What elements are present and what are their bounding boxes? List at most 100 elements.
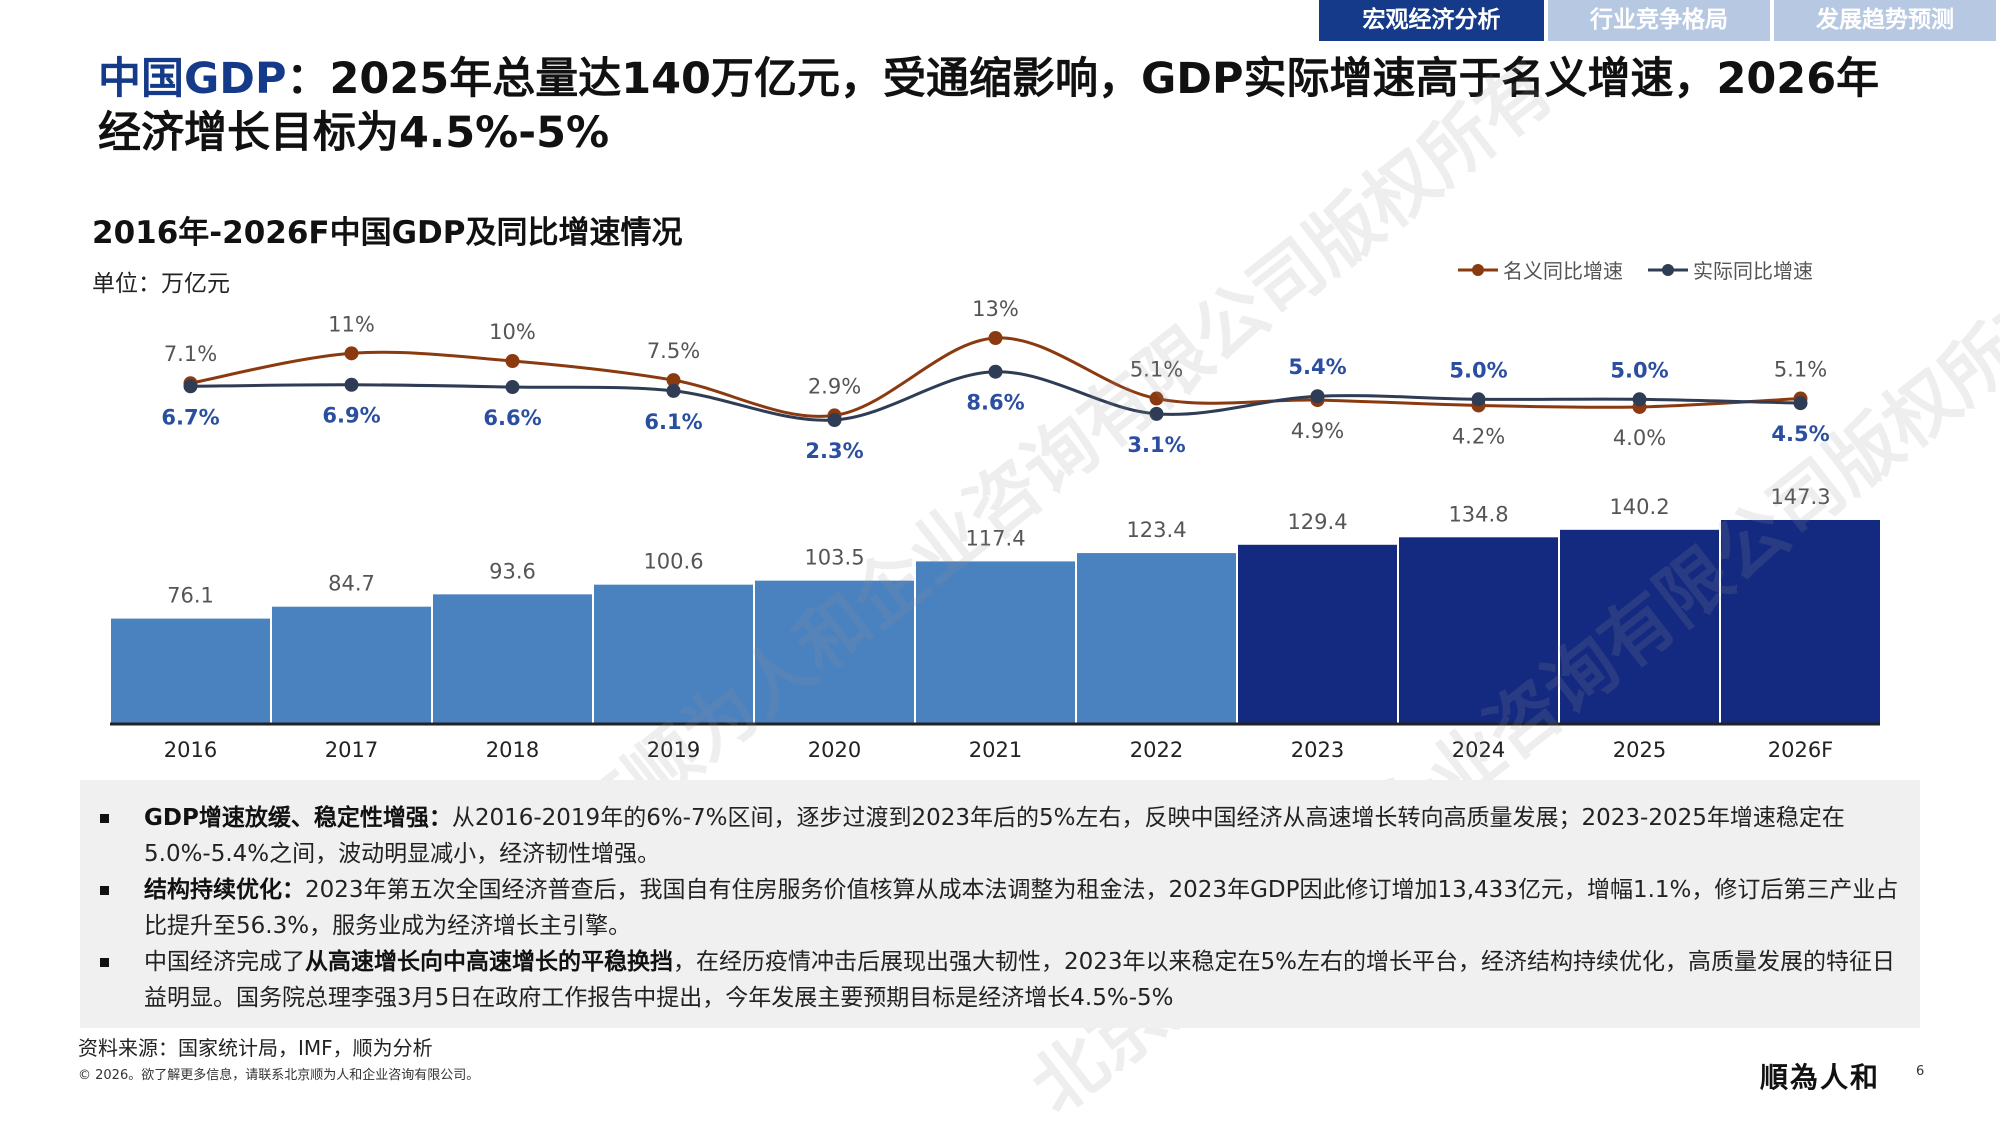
real-growth-point [1471, 392, 1486, 407]
nominal-growth-label: 10% [489, 320, 536, 344]
real-growth-label: 8.6% [966, 391, 1024, 415]
gdp-bar-value-label: 103.5 [804, 546, 864, 570]
nominal-growth-label: 4.2% [1452, 424, 1505, 448]
gdp-chart: 76.1 84.7 93.6 100.6 103.5 117.4 123.4 129.4 134… [110, 259, 1880, 762]
real-growth-point [1310, 389, 1325, 404]
gdp-bar-2021 [916, 561, 1075, 724]
x-axis-tick-label: 2017 [325, 738, 378, 762]
real-growth-point [183, 379, 198, 394]
copyright: © 2026。欲了解更多信息，请联系北京顺为人和企业咨询有限公司。 [78, 1068, 480, 1083]
x-axis-tick-label: 2024 [1452, 738, 1505, 762]
x-axis-tick-label: 2026F [1768, 738, 1834, 762]
real-growth-label: 3.1% [1127, 433, 1185, 457]
real-growth-point [1149, 406, 1164, 421]
gdp-bar-value-label: 84.7 [328, 572, 375, 596]
nominal-growth-label: 11% [328, 312, 375, 336]
chart-title: 2016年-2026F中国GDP及同比增速情况 [92, 215, 683, 251]
nominal-growth-label: 2.9% [808, 374, 861, 398]
x-axis-tick-label: 2016 [164, 738, 217, 762]
note-prefix: 中国经济完成了 [144, 949, 305, 975]
nominal-growth-label: 7.1% [164, 342, 217, 366]
gdp-bar-2016 [111, 618, 270, 724]
gdp-bar-2022 [1077, 553, 1236, 724]
note-bold: GDP增速放缓、稳定性增强： [144, 805, 452, 831]
note-item-1: GDP增速放缓、稳定性增强：从2016-2019年的6%-7%区间，逐步过渡到2… [100, 800, 1900, 872]
real-growth-label: 4.5% [1771, 422, 1829, 446]
nominal-growth-point [344, 346, 359, 361]
nominal-growth-label: 5.1% [1774, 358, 1827, 382]
note-text: 中国经济完成了从高速增长向中高速增长的平稳换挡，在经历疫情冲击后展现出强大韧性，… [144, 944, 1900, 1016]
legend-marker [1662, 264, 1674, 276]
nominal-growth-label: 7.5% [647, 339, 700, 363]
gdp-bar-2025 [1560, 529, 1719, 724]
real-growth-point [1632, 392, 1647, 407]
note-text: 结构持续优化：2023年第五次全国经济普查后，我国自有住房服务价值核算从成本法调… [144, 872, 1900, 944]
gdp-bar-2024 [1399, 537, 1558, 724]
bullet-square-icon [100, 814, 109, 823]
note-item-2: 结构持续优化：2023年第五次全国经济普查后，我国自有住房服务价值核算从成本法调… [100, 872, 1900, 944]
section-tabs: 宏观经济分析 行业竞争格局 发展趋势预测 [1319, 0, 2000, 41]
chart-unit: 单位：万亿元 [92, 271, 230, 297]
real-growth-label: 6.6% [483, 406, 541, 430]
gdp-bar-2018 [433, 594, 592, 724]
real-growth-point [1793, 396, 1808, 411]
x-axis-tick-label: 2020 [808, 738, 861, 762]
notes-box: GDP增速放缓、稳定性增强：从2016-2019年的6%-7%区间，逐步过渡到2… [80, 780, 1920, 1028]
x-axis-tick-labels: 2016 2017 2018 2019 2020 2021 2022 2023 2024 2025… [164, 738, 1833, 762]
real-growth-label: 5.0% [1449, 358, 1507, 382]
real-growth-label: 5.0% [1610, 358, 1668, 382]
legend-label: 实际同比增速 [1693, 259, 1813, 283]
tab-macro-economy[interactable]: 宏观经济分析 [1319, 0, 1544, 41]
x-axis-tick-label: 2021 [969, 738, 1022, 762]
gdp-bar-value-label: 93.6 [489, 559, 536, 583]
page-title-accent: 中国GDP [98, 54, 287, 104]
nominal-growth-point [505, 353, 520, 368]
x-axis-tick-label: 2018 [486, 738, 539, 762]
nominal-growth-label: 13% [972, 297, 1019, 321]
x-axis-tick-label: 2022 [1130, 738, 1183, 762]
gdp-bar-value-label: 123.4 [1126, 518, 1186, 542]
tab-industry-competition[interactable]: 行业竞争格局 [1548, 0, 1770, 41]
nominal-growth-label: 4.0% [1613, 426, 1666, 450]
real-growth-point [505, 380, 520, 395]
nominal-growth-point [1149, 391, 1164, 406]
page-title-rest: ：2025年总量达140万亿元，受通缩影响，GDP实际增速高于名义增速，2026… [98, 54, 1880, 158]
bullet-square-icon [100, 886, 109, 895]
x-axis-tick-label: 2019 [647, 738, 700, 762]
source-note: 资料来源：国家统计局，IMF，顺为分析 [78, 1036, 433, 1060]
real-growth-label: 6.1% [644, 410, 702, 434]
real-growth-label: 6.7% [161, 405, 219, 429]
gdp-bar-labels: 76.1 84.7 93.6 100.6 103.5 117.4 123.4 129.4 134… [167, 485, 1830, 608]
nominal-growth-point [666, 373, 681, 388]
growth-lines [183, 331, 1808, 427]
nominal-growth-point [988, 331, 1003, 345]
gdp-bar-value-label: 100.6 [643, 550, 703, 574]
gdp-bar-value-label: 147.3 [1770, 485, 1830, 509]
note-body: 2023年第五次全国经济普查后，我国自有住房服务价值核算从成本法调整为租金法，2… [144, 877, 1899, 939]
note-bold: 从高速增长向中高速增长的平稳换挡 [305, 949, 673, 975]
gdp-bar-2017 [272, 606, 431, 724]
real-growth-label: 6.9% [322, 404, 380, 428]
gdp-bar-value-label: 134.8 [1448, 502, 1508, 526]
x-axis-tick-label: 2023 [1291, 738, 1344, 762]
brand-logo: 順為人和 [1760, 1061, 1881, 1094]
gdp-bar-value-label: 76.1 [167, 584, 214, 608]
note-bold: 结构持续优化： [144, 877, 305, 903]
real-growth-point [344, 377, 359, 392]
note-body: ，在经历疫情冲击后展现出强大韧性，2023年以来稳定在5%左右的增长平台，经济结… [144, 949, 1896, 1011]
gdp-bar-2023 [1238, 544, 1397, 724]
growth-labels: 7.1% 6.7% 11% 6.9% 10% 6.6% 7.5% 6.1% 2.9% 2.3% 13… [161, 297, 1829, 463]
gdp-bar-value-label: 140.2 [1609, 495, 1669, 519]
note-body: 从2016-2019年的6%-7%区间，逐步过渡到2023年后的5%左右，反映中… [144, 805, 1845, 867]
legend-marker [1472, 264, 1484, 276]
chart-legend: 名义同比增速 实际同比增速 [1458, 259, 1813, 283]
nominal-growth-label: 5.1% [1130, 358, 1183, 382]
legend-label: 名义同比增速 [1503, 259, 1623, 283]
bullet-square-icon [100, 958, 109, 967]
tab-trend-forecast[interactable]: 发展趋势预测 [1774, 0, 1996, 41]
gdp-bar-value-label: 117.4 [965, 526, 1025, 550]
note-text: GDP增速放缓、稳定性增强：从2016-2019年的6%-7%区间，逐步过渡到2… [144, 800, 1900, 872]
gdp-bars [111, 519, 1880, 724]
gdp-bar-2019 [594, 584, 753, 724]
page-title: 中国GDP：2025年总量达140万亿元，受通缩影响，GDP实际增速高于名义增速… [98, 52, 1918, 160]
